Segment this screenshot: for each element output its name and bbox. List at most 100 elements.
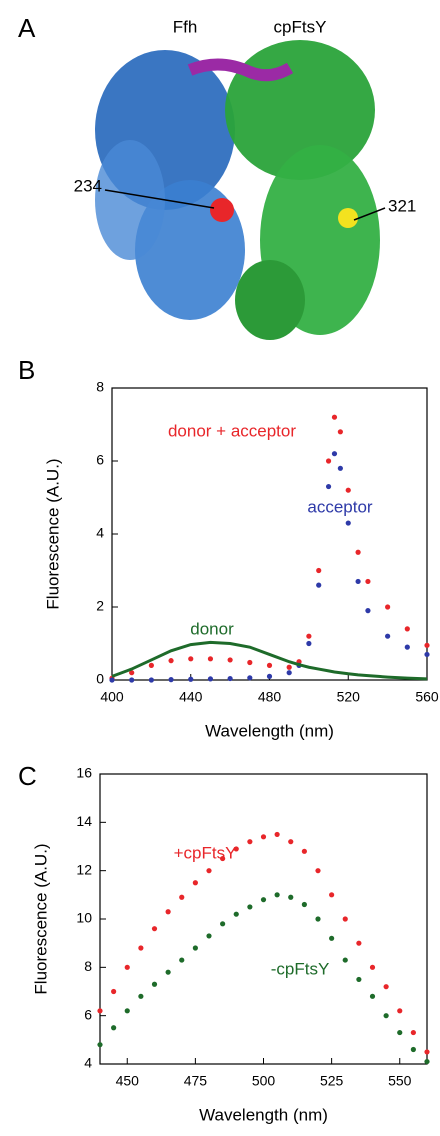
data-point [385, 604, 391, 610]
data-point [315, 868, 321, 874]
data-point [404, 644, 410, 650]
panel-label: C [18, 761, 37, 791]
data-point [129, 670, 135, 676]
data-point [325, 458, 332, 464]
data-point [151, 926, 158, 932]
series-label: donor + acceptor [168, 421, 296, 440]
y-tick-label: 6 [96, 452, 104, 468]
y-tick-label: 12 [76, 861, 92, 877]
data-point [288, 839, 294, 845]
data-point [124, 1008, 130, 1014]
data-point [286, 670, 292, 676]
series-label: +cpFtsY [174, 843, 237, 862]
data-point [342, 957, 348, 963]
data-point [306, 633, 312, 639]
x-tick-label: 450 [116, 1073, 140, 1089]
y-tick-label: 8 [84, 958, 92, 974]
data-point [342, 916, 348, 922]
x-tick-label: 480 [258, 689, 282, 705]
panel-label: A [18, 13, 36, 43]
data-point [97, 1042, 103, 1048]
y-tick-label: 16 [76, 765, 92, 781]
data-point [206, 868, 212, 874]
y-tick-label: 0 [96, 671, 104, 687]
data-point [151, 981, 158, 987]
data-point [331, 451, 338, 457]
data-point [329, 892, 335, 898]
y-tick-label: 4 [84, 1055, 92, 1071]
data-point [365, 608, 371, 614]
data-point [383, 984, 389, 990]
chain-label: Ffh [173, 17, 198, 36]
y-axis-label: Fluorescence (A.U.) [43, 458, 62, 609]
data-point [188, 656, 194, 662]
data-point [111, 988, 117, 995]
x-tick-label: 550 [388, 1073, 412, 1089]
series-line [111, 640, 428, 681]
data-point [148, 677, 154, 683]
x-tick-label: 525 [320, 1073, 344, 1089]
data-point [227, 657, 233, 663]
data-point [247, 904, 253, 910]
plot-frame [99, 773, 428, 1065]
data-point [206, 933, 212, 939]
data-point [247, 839, 253, 845]
data-point [148, 662, 154, 669]
y-tick-label: 2 [96, 598, 104, 614]
data-point [424, 1058, 430, 1065]
y-tick-label: 14 [76, 813, 92, 829]
data-point [227, 675, 233, 682]
data-point [316, 567, 322, 574]
data-point [109, 677, 115, 683]
data-point [260, 897, 267, 903]
data-point [288, 894, 294, 900]
data-point [424, 642, 430, 648]
y-tick-label: 4 [96, 525, 104, 541]
data-point [247, 675, 253, 681]
x-tick-label: 440 [179, 689, 203, 705]
y-axis-label: Fluorescence (A.U.) [31, 843, 50, 994]
data-point [306, 640, 312, 647]
data-point [220, 855, 226, 862]
data-point [331, 414, 338, 420]
data-point [179, 957, 185, 963]
data-point [260, 834, 267, 840]
data-point [365, 578, 371, 585]
residue-label: 321 [388, 196, 416, 215]
data-point [111, 1025, 117, 1031]
data-point [168, 677, 174, 683]
data-point [168, 658, 174, 664]
data-point [207, 656, 214, 662]
data-point [404, 626, 410, 632]
data-point [301, 848, 307, 854]
data-point [337, 465, 343, 471]
x-tick-label: 560 [415, 689, 439, 705]
data-point [165, 909, 171, 915]
data-point [337, 429, 343, 435]
data-point [315, 916, 321, 922]
data-point [97, 1008, 103, 1014]
data-point [138, 993, 144, 999]
data-point [220, 921, 226, 927]
data-point [397, 1008, 403, 1014]
data-point [355, 578, 361, 585]
data-point [179, 894, 185, 900]
data-point [329, 935, 335, 941]
x-tick-label: 520 [337, 689, 361, 705]
data-point [355, 549, 361, 555]
data-point [301, 901, 307, 908]
data-point [397, 1029, 403, 1036]
data-point [274, 831, 280, 838]
data-point [165, 969, 171, 975]
data-point [188, 676, 194, 682]
data-point [286, 664, 292, 670]
series-label: donor [190, 619, 234, 638]
x-axis-label: Wavelength (nm) [199, 1105, 328, 1124]
data-point [247, 659, 253, 666]
data-point [424, 1049, 430, 1055]
data-point [383, 1013, 389, 1019]
series-label: acceptor [307, 497, 373, 516]
residue-label: 234 [74, 176, 102, 195]
series-label: -cpFtsY [271, 959, 330, 978]
